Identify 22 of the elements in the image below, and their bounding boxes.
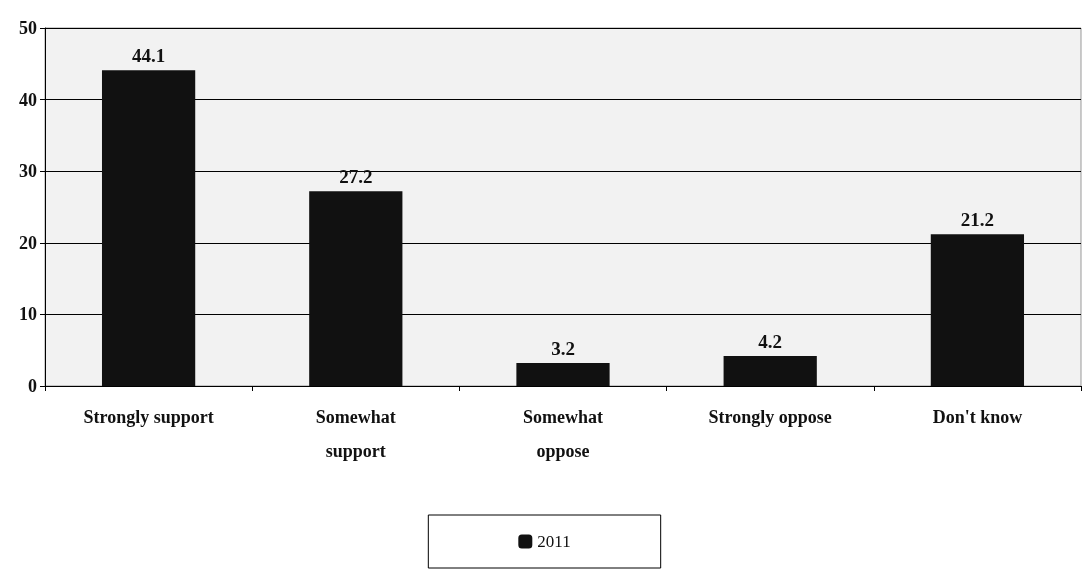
data-label: 27.2 bbox=[339, 166, 373, 188]
y-tick-label: 50 bbox=[19, 18, 37, 38]
x-tick-label: Somewhat support bbox=[315, 407, 396, 461]
x-tick-label: Don't know bbox=[932, 407, 1023, 427]
data-label: 3.2 bbox=[551, 338, 575, 360]
y-tick-label: 30 bbox=[19, 161, 37, 182]
y-tick-label: 40 bbox=[19, 89, 37, 110]
x-tick-label: Strongly support bbox=[83, 407, 214, 427]
bar bbox=[101, 70, 196, 386]
y-tick-label: 0 bbox=[28, 376, 37, 396]
y-tick-label: 10 bbox=[19, 304, 37, 325]
bar bbox=[309, 191, 403, 386]
bar bbox=[930, 234, 1025, 386]
legend-label: 2011 bbox=[537, 532, 571, 551]
data-label: 4.2 bbox=[758, 330, 783, 352]
data-label: 21.2 bbox=[960, 209, 995, 231]
bar bbox=[723, 355, 817, 386]
x-tick-label: Somewhat oppose bbox=[523, 407, 603, 461]
y-tick-label: 20 bbox=[19, 232, 37, 253]
bar bbox=[516, 363, 610, 386]
x-tick-label: Strongly oppose bbox=[708, 407, 832, 427]
data-label: 44.1 bbox=[131, 45, 166, 67]
